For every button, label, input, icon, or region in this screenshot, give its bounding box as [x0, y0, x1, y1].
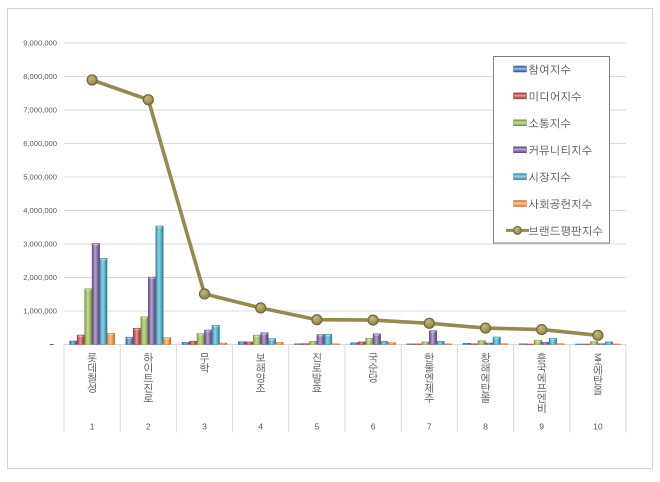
- svg-text:4: 4: [258, 422, 263, 432]
- svg-text:8,000,000: 8,000,000: [23, 72, 57, 81]
- svg-text:1: 1: [90, 422, 95, 432]
- svg-text:9: 9: [539, 422, 544, 432]
- svg-text:9,000,000: 9,000,000: [23, 39, 57, 48]
- svg-text:2: 2: [146, 422, 151, 432]
- svg-text:8: 8: [483, 422, 488, 432]
- svg-text:3: 3: [202, 422, 207, 432]
- svg-text:1,000,000: 1,000,000: [23, 307, 57, 316]
- svg-text:7: 7: [427, 422, 432, 432]
- svg-text:10: 10: [593, 422, 603, 432]
- svg-text:7,000,000: 7,000,000: [23, 106, 57, 115]
- svg-text:2,000,000: 2,000,000: [23, 273, 57, 282]
- svg-text:6,000,000: 6,000,000: [23, 139, 57, 148]
- svg-text:5,000,000: 5,000,000: [23, 173, 57, 182]
- svg-text:6: 6: [371, 422, 376, 432]
- svg-text:3,000,000: 3,000,000: [23, 240, 57, 249]
- svg-text:5: 5: [315, 422, 320, 432]
- svg-text:4,000,000: 4,000,000: [23, 206, 57, 215]
